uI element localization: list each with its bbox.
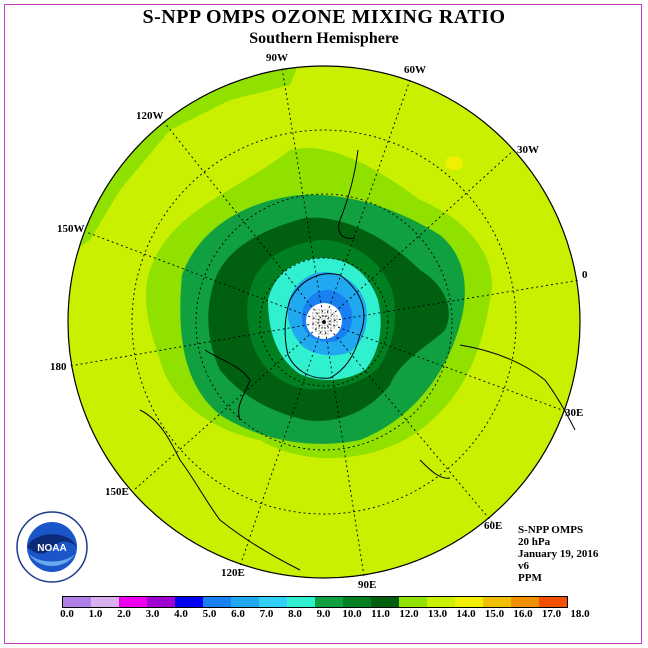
south-america-coast: [338, 149, 359, 239]
legend-tick-label: 11.0: [371, 608, 390, 620]
island-coast: [419, 459, 451, 479]
legend-swatch: [287, 597, 315, 607]
legend-tick-label: 18.0: [570, 608, 590, 620]
field-maxp: [445, 156, 463, 170]
meridian-labels: 90W 60W 30W 0 30E 60E 90E 120E 150E 180 …: [50, 52, 588, 591]
lon-label-90w: 90W: [266, 52, 288, 64]
lon-label-30e: 30E: [565, 407, 583, 419]
legend-tick-label: 5.0: [202, 608, 217, 620]
legend-tick-label: 3.0: [145, 608, 160, 620]
info-units: PPM: [518, 572, 542, 584]
lon-label-90e: 90E: [358, 579, 376, 591]
legend-swatch: [511, 597, 539, 607]
lon-label-0: 0: [582, 269, 588, 281]
legend-swatch: [427, 597, 455, 607]
legend-swatch: [147, 597, 175, 607]
svg-text:NOAA: NOAA: [37, 543, 66, 554]
map-boundary: [67, 65, 581, 579]
graticule: [69, 67, 581, 577]
legend-swatch: [483, 597, 511, 607]
legend-tick-label: 9.0: [316, 608, 331, 620]
lon-label-30w: 30W: [517, 144, 539, 156]
africa-coast: [459, 344, 576, 431]
info-instrument: S-NPP OMPS: [518, 524, 584, 536]
legend-tick-labels: 0.0 1.0 2.0 3.0 4.0 5.0 6.0 7.0 8.0 9.0 10.0 11.0 12…: [0, 608, 648, 622]
lon-label-150e: 150E: [105, 486, 129, 498]
legend-swatch: [119, 597, 147, 607]
legend-tick-label: 14.0: [456, 608, 476, 620]
legend-tick-label: 2.0: [117, 608, 131, 620]
australia-coast-a: [204, 349, 251, 421]
info-level: 20 hPa: [518, 536, 551, 548]
lon-label-60e: 60E: [484, 520, 502, 532]
legend-swatch: [315, 597, 343, 607]
noaa-logo: NOAA: [16, 511, 88, 583]
lon-label-120w: 120W: [136, 110, 164, 122]
lon-label-120e: 120E: [221, 567, 245, 579]
legend-tick-label: 13.0: [427, 608, 448, 620]
legend-tick-label: 1.0: [88, 608, 103, 620]
legend-swatch: [399, 597, 427, 607]
info-version: v6: [518, 560, 529, 572]
legend-tick-label: 17.0: [541, 608, 562, 620]
antarctica-coast: [284, 273, 365, 379]
legend-swatch: [259, 597, 287, 607]
map-title: S-NPP OMPS OZONE MIXING RATIO: [142, 6, 506, 28]
legend-tick-label: 6.0: [231, 608, 245, 620]
coastlines: [139, 149, 576, 571]
lon-label-60w: 60W: [404, 64, 426, 76]
legend-tick-label: 16.0: [513, 608, 533, 620]
info-date: January 19, 2016: [518, 548, 599, 560]
legend-swatch: [539, 597, 567, 607]
legend-tick-label: 4.0: [174, 608, 188, 620]
map-frame: [4, 4, 642, 644]
legend-swatch: [91, 597, 119, 607]
product-info: S-NPP OMPS 20 hPa January 19, 2016 v6 PP…: [518, 524, 598, 584]
legend-tick-label: 0.0: [60, 608, 74, 620]
legend-swatch: [371, 597, 399, 607]
legend-swatch: [455, 597, 483, 607]
legend-swatch: [203, 597, 231, 607]
map-subtitle: Southern Hemisphere: [249, 30, 399, 47]
legend-tick-label: 7.0: [259, 608, 274, 620]
legend-swatch: [175, 597, 203, 607]
legend-tick-label: 15.0: [484, 608, 505, 620]
legend-swatch: [343, 597, 371, 607]
legend-tick-label: 12.0: [399, 608, 419, 620]
australia-coast-b: [139, 409, 301, 571]
lon-label-180: 180: [50, 361, 67, 373]
legend-tick-label: 10.0: [342, 608, 362, 620]
legend-swatch: [63, 597, 91, 607]
legend-tick-label: 8.0: [288, 608, 302, 620]
pole-stipple: [312, 309, 338, 335]
legend-swatch: [231, 597, 259, 607]
color-legend: [62, 596, 568, 608]
lon-label-150w: 150W: [57, 223, 85, 235]
